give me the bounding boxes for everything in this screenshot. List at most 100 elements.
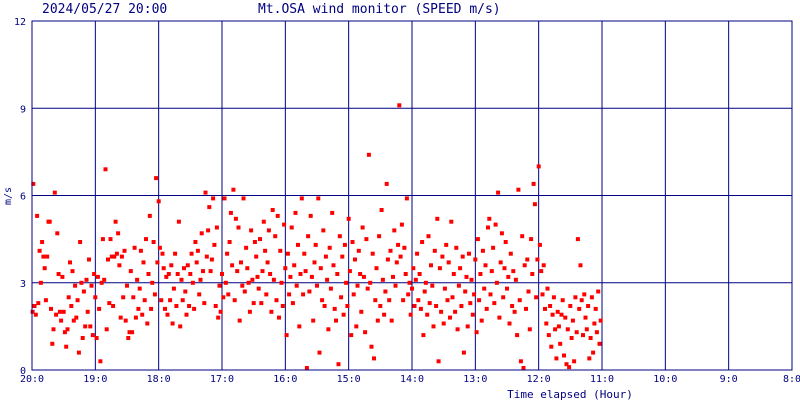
- data-point: [62, 330, 67, 335]
- data-point: [451, 272, 456, 276]
- data-point: [482, 286, 487, 291]
- data-point: [502, 266, 507, 271]
- data-point: [377, 234, 382, 239]
- data-point: [526, 289, 531, 294]
- data-point: [89, 283, 94, 288]
- data-point: [391, 274, 395, 279]
- data-point: [347, 269, 352, 274]
- data-point: [207, 205, 212, 210]
- data-point: [94, 336, 99, 340]
- data-point: [427, 301, 432, 306]
- data-point: [178, 324, 183, 329]
- data-point: [309, 274, 314, 279]
- data-point: [264, 292, 269, 297]
- data-point: [235, 269, 240, 274]
- data-point: [312, 260, 317, 265]
- data-point: [516, 187, 521, 192]
- data-point: [461, 350, 466, 355]
- data-point: [459, 304, 464, 308]
- data-point: [335, 272, 340, 276]
- data-point: [250, 277, 255, 282]
- data-point: [180, 298, 185, 303]
- data-point: [231, 187, 236, 192]
- data-point: [473, 257, 478, 262]
- data-point: [524, 306, 528, 311]
- data-point: [45, 254, 50, 259]
- data-point: [550, 312, 555, 317]
- data-point: [37, 248, 42, 253]
- data-point: [569, 336, 574, 340]
- data-point: [194, 260, 199, 265]
- data-point: [240, 283, 245, 288]
- data-point: [501, 295, 506, 300]
- data-point: [166, 272, 171, 276]
- data-point: [93, 295, 98, 300]
- data-point: [549, 344, 554, 349]
- data-point: [383, 289, 388, 294]
- x-tick-label: 15:0: [337, 374, 361, 385]
- data-point: [388, 248, 393, 253]
- data-point: [136, 306, 141, 311]
- data-point: [170, 321, 175, 326]
- data-point: [325, 277, 330, 282]
- data-point: [241, 196, 246, 201]
- data-point: [36, 301, 41, 306]
- data-point: [114, 251, 119, 256]
- data-point: [212, 242, 217, 247]
- data-point: [534, 295, 539, 300]
- data-point: [539, 269, 544, 274]
- data-point: [355, 283, 360, 288]
- data-point: [366, 152, 371, 157]
- data-point: [472, 292, 477, 297]
- y-tick-label: 3: [20, 279, 26, 290]
- x-tick-label: 9:0: [720, 374, 738, 385]
- data-point: [582, 292, 587, 297]
- data-point: [303, 269, 308, 274]
- data-point: [346, 216, 351, 221]
- data-point: [54, 312, 59, 317]
- data-point: [499, 231, 504, 236]
- data-point: [345, 304, 350, 308]
- data-point: [334, 318, 338, 323]
- data-point: [489, 269, 494, 274]
- data-point: [199, 231, 204, 236]
- data-point: [436, 359, 441, 364]
- data-point: [118, 315, 123, 320]
- data-point: [522, 263, 527, 268]
- data-point: [288, 274, 293, 279]
- data-point: [157, 245, 162, 250]
- data-point: [418, 306, 423, 311]
- data-point: [370, 251, 375, 256]
- data-point: [322, 304, 327, 308]
- data-point: [353, 257, 357, 262]
- x-tick-label: 18:0: [147, 374, 171, 385]
- data-point: [185, 263, 190, 268]
- data-point: [439, 309, 444, 314]
- data-point: [242, 289, 247, 294]
- data-point: [42, 266, 47, 271]
- data-point: [111, 304, 116, 308]
- data-point: [218, 309, 223, 314]
- data-point: [51, 327, 56, 332]
- data-point: [40, 240, 45, 244]
- data-point: [403, 272, 408, 276]
- data-point: [591, 350, 596, 355]
- data-point: [30, 309, 35, 314]
- data-point: [252, 240, 257, 244]
- data-point: [256, 286, 261, 291]
- data-point: [35, 213, 40, 218]
- x-tick-labels: 20:0 19:0 18:0 17:0 16:0 15:0 14:0 13:0 12:0 11:0…: [20, 374, 800, 385]
- data-point: [359, 309, 364, 314]
- data-point: [463, 289, 468, 294]
- data-point: [398, 254, 403, 259]
- data-point: [203, 190, 208, 195]
- data-point: [327, 245, 332, 250]
- data-point: [410, 286, 414, 291]
- data-point: [246, 280, 251, 285]
- data-point: [369, 344, 374, 349]
- data-point: [233, 216, 238, 221]
- data-point: [69, 304, 74, 308]
- data-point: [306, 234, 311, 239]
- data-point: [537, 242, 542, 247]
